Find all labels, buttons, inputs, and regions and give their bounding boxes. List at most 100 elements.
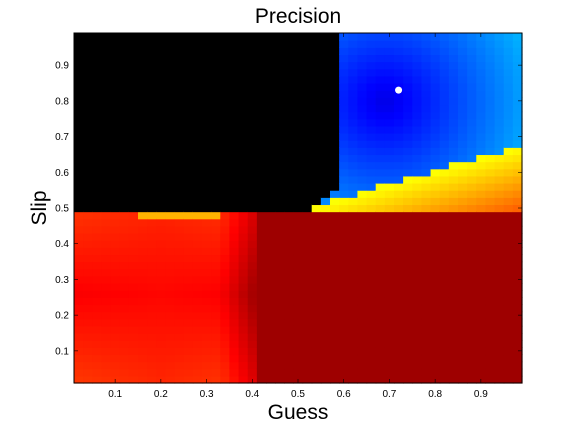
heatmap-cell — [211, 240, 221, 248]
heatmap-cell — [513, 290, 523, 298]
heatmap-cell — [330, 276, 340, 284]
heatmap-cell — [239, 169, 249, 177]
heatmap-cell — [348, 219, 358, 227]
heatmap-cell — [467, 247, 477, 255]
heatmap-cell — [129, 197, 139, 205]
heatmap-cell — [275, 369, 285, 377]
heatmap-cell — [403, 290, 413, 298]
heatmap-cell — [431, 162, 441, 170]
heatmap-cell — [248, 247, 258, 255]
heatmap-cell — [495, 126, 505, 134]
heatmap-cell — [120, 347, 130, 355]
heatmap-cell — [156, 112, 166, 120]
heatmap-cell — [266, 47, 276, 55]
heatmap-cell — [458, 162, 468, 170]
heatmap-cell — [138, 254, 148, 262]
heatmap-cell — [111, 54, 121, 62]
heatmap-cell — [339, 40, 349, 48]
heatmap-cell — [495, 340, 505, 348]
heatmap-cell — [348, 262, 358, 270]
heatmap-cell — [165, 247, 175, 255]
heatmap-cell — [303, 262, 313, 270]
heatmap-cell — [467, 54, 477, 62]
heatmap-cell — [412, 197, 422, 205]
heatmap-cell — [129, 176, 139, 184]
heatmap-cell — [138, 312, 148, 320]
heatmap-cell — [348, 276, 358, 284]
y-axis-label: Slip — [28, 190, 51, 225]
heatmap-cell — [504, 183, 514, 191]
heatmap-cell — [357, 212, 367, 220]
heatmap-cell — [394, 54, 404, 62]
heatmap-cell — [111, 326, 121, 334]
heatmap-cell — [357, 340, 367, 348]
heatmap-cell — [367, 254, 377, 262]
heatmap-cell — [275, 290, 285, 298]
heatmap-cell — [138, 297, 148, 305]
heatmap-cell — [504, 47, 514, 55]
heatmap-cell — [202, 54, 212, 62]
heatmap-cell — [394, 290, 404, 298]
heatmap-cell — [257, 362, 267, 370]
heatmap-cell — [376, 247, 386, 255]
heatmap-cell — [229, 247, 239, 255]
heatmap-cell — [421, 104, 431, 112]
heatmap-cell — [476, 247, 486, 255]
heatmap-cell — [357, 204, 367, 212]
heatmap-cell — [513, 354, 523, 362]
heatmap-cell — [257, 376, 267, 384]
heatmap-cell — [175, 33, 185, 41]
heatmap-cell — [312, 333, 322, 341]
heatmap-cell — [504, 176, 514, 184]
heatmap-cell — [74, 112, 84, 120]
heatmap-cell — [293, 297, 303, 305]
heatmap-cell — [303, 147, 313, 155]
heatmap-cell — [202, 69, 212, 77]
heatmap-cell — [348, 362, 358, 370]
heatmap-cell — [184, 169, 194, 177]
heatmap-cell — [476, 226, 486, 234]
heatmap-cell — [403, 126, 413, 134]
heatmap-cell — [485, 212, 495, 220]
heatmap-cell — [193, 283, 203, 291]
heatmap-cell — [74, 126, 84, 134]
heatmap-cell — [495, 40, 505, 48]
heatmap-cell — [156, 204, 166, 212]
heatmap-cell — [293, 176, 303, 184]
heatmap-cell — [357, 126, 367, 134]
heatmap-cell — [440, 76, 450, 84]
heatmap-cell — [211, 247, 221, 255]
heatmap-cell — [111, 319, 121, 327]
heatmap-cell — [421, 169, 431, 177]
heatmap-cell — [229, 154, 239, 162]
heatmap-cell — [321, 262, 331, 270]
heatmap-cell — [367, 83, 377, 91]
heatmap-cell — [312, 83, 322, 91]
heatmap-cell — [467, 126, 477, 134]
heatmap-cell — [440, 219, 450, 227]
heatmap-cell — [175, 269, 185, 277]
heatmap-cell — [83, 376, 93, 384]
heatmap-cell — [367, 219, 377, 227]
heatmap-cell — [504, 162, 514, 170]
heatmap-cell — [357, 304, 367, 312]
heatmap-cell — [312, 347, 322, 355]
heatmap-cell — [138, 162, 148, 170]
heatmap-cell — [111, 83, 121, 91]
heatmap-cell — [440, 162, 450, 170]
heatmap-cell — [367, 133, 377, 141]
heatmap-cell — [147, 290, 157, 298]
heatmap-cell — [275, 40, 285, 48]
heatmap-cell — [376, 90, 386, 98]
heatmap-cell — [138, 247, 148, 255]
heatmap-cell — [284, 54, 294, 62]
heatmap-cell — [485, 197, 495, 205]
heatmap-cell — [101, 219, 111, 227]
heatmap-cell — [330, 183, 340, 191]
heatmap-cell — [193, 269, 203, 277]
heatmap-cell — [147, 76, 157, 84]
heatmap-cell — [74, 376, 84, 384]
heatmap-cell — [293, 133, 303, 141]
heatmap-cell — [275, 312, 285, 320]
heatmap-cell — [449, 326, 459, 334]
